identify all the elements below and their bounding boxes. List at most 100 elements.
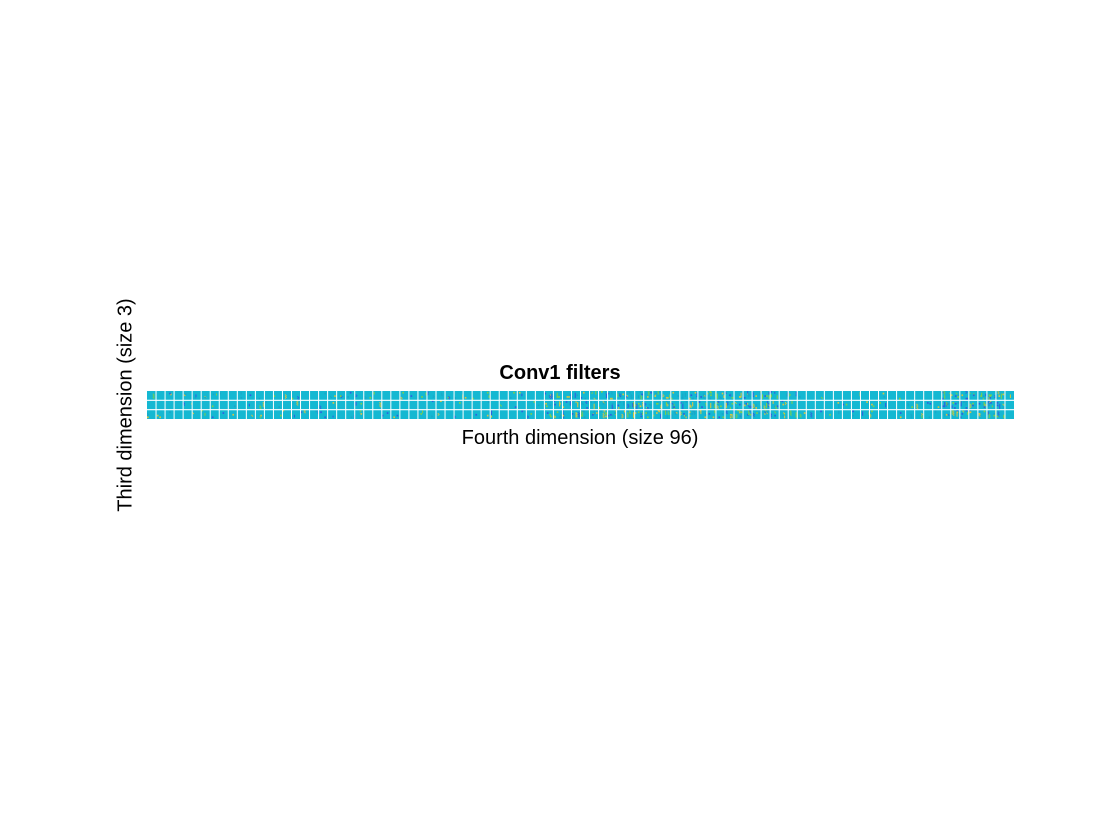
filter-pixel bbox=[723, 395, 725, 397]
filter-pixel bbox=[774, 414, 776, 417]
filter-tile bbox=[838, 409, 840, 415]
filter-tile bbox=[871, 403, 875, 408]
filter-pixel bbox=[885, 402, 887, 404]
filter-pixel bbox=[684, 394, 686, 396]
filter-pixel bbox=[319, 407, 321, 409]
filter-pixel bbox=[791, 402, 793, 404]
filter-pixel bbox=[948, 414, 950, 416]
filter-pixel bbox=[988, 415, 990, 417]
filter-tile bbox=[907, 402, 914, 408]
filter-pixel bbox=[729, 407, 731, 409]
filter-pixel bbox=[556, 394, 558, 396]
filter-pixel bbox=[658, 391, 661, 393]
filter-pixel bbox=[629, 413, 631, 415]
filter-pixel bbox=[530, 413, 533, 415]
filter-pixel bbox=[683, 413, 685, 415]
filter-pixel bbox=[736, 407, 739, 409]
filter-pixel bbox=[449, 398, 451, 400]
filter-pixel bbox=[779, 402, 781, 404]
filter-pixel bbox=[595, 391, 597, 393]
filter-pixel bbox=[705, 404, 707, 406]
filter-pixel bbox=[710, 402, 712, 404]
filter-pixel bbox=[756, 412, 758, 414]
y-axis-label: Third dimension (size 3) bbox=[114, 298, 137, 512]
filter-pixel bbox=[332, 402, 335, 404]
filter-pixel bbox=[633, 402, 635, 404]
filter-pixel bbox=[183, 403, 185, 405]
filter-pixel bbox=[740, 411, 743, 414]
filter-pixel bbox=[650, 391, 652, 394]
filter-pixel bbox=[355, 404, 357, 406]
filter-pixel bbox=[527, 417, 529, 419]
filter-pixel bbox=[297, 401, 299, 403]
filter-pixel bbox=[705, 402, 707, 404]
filter-tile bbox=[571, 409, 580, 419]
filter-tile bbox=[431, 400, 434, 403]
filter-pixel bbox=[755, 395, 758, 397]
filter-pixel bbox=[998, 391, 1000, 393]
filter-pixel bbox=[710, 404, 712, 406]
filter-pixel bbox=[642, 402, 644, 404]
filter-pixel bbox=[566, 396, 569, 398]
filter-pixel bbox=[232, 413, 235, 416]
filter-pixel bbox=[604, 402, 606, 404]
filter-pixel bbox=[360, 402, 363, 405]
filter-pixel bbox=[549, 404, 551, 407]
filter-pixel bbox=[665, 402, 667, 404]
filter-pixel bbox=[611, 407, 613, 409]
filter-tile bbox=[652, 409, 662, 419]
filter-pixel bbox=[365, 398, 367, 400]
filter-pixel bbox=[585, 402, 587, 404]
filter-pixel bbox=[774, 406, 776, 408]
filter-pixel bbox=[999, 405, 1001, 407]
filter-pixel bbox=[694, 413, 696, 415]
filter-pixel bbox=[673, 404, 675, 406]
filter-pixel bbox=[999, 406, 1001, 408]
filter-pixel bbox=[620, 395, 622, 397]
filter-pixel bbox=[972, 402, 974, 405]
filter-pixel bbox=[355, 402, 357, 404]
filter-pixel bbox=[249, 394, 252, 397]
filter-pixel bbox=[784, 403, 786, 405]
filter-pixel bbox=[770, 416, 772, 418]
filter-pixel bbox=[475, 413, 478, 416]
filter-pixel bbox=[640, 398, 642, 400]
filter-pixel bbox=[970, 404, 972, 406]
filter-pixel bbox=[917, 404, 919, 406]
filter-pixel bbox=[666, 415, 668, 417]
filter-pixel bbox=[582, 402, 584, 404]
filter-pixel bbox=[627, 414, 629, 416]
filter-pixel bbox=[293, 416, 295, 418]
filter-pixel bbox=[514, 406, 517, 408]
filter-pixel bbox=[784, 416, 786, 418]
filter-pixel bbox=[790, 413, 792, 415]
filter-pixel bbox=[628, 406, 630, 408]
filter-pixel bbox=[714, 406, 716, 408]
filter-pixel bbox=[667, 402, 669, 404]
filter-pixel bbox=[689, 405, 691, 407]
filter-pixel bbox=[752, 392, 754, 394]
filter-pixel bbox=[284, 396, 286, 398]
filter-tile bbox=[789, 410, 797, 418]
filter-pixel bbox=[965, 402, 967, 404]
filter-pixel bbox=[962, 410, 964, 412]
filter-pixel bbox=[396, 414, 399, 417]
filter-pixel bbox=[355, 394, 357, 396]
filter-pixel bbox=[921, 417, 923, 419]
filter-pixel bbox=[766, 411, 768, 413]
filter-pixel bbox=[951, 413, 953, 415]
filter-pixel bbox=[800, 416, 802, 418]
filter-tile bbox=[527, 413, 533, 419]
filter-pixel bbox=[987, 412, 989, 414]
filter-pixel bbox=[770, 396, 772, 398]
filter-pixel bbox=[611, 407, 613, 410]
filter-pixel bbox=[183, 402, 185, 404]
filter-pixel bbox=[988, 394, 991, 397]
filter-pixel bbox=[611, 398, 613, 400]
filter-pixel bbox=[993, 413, 996, 415]
filter-tile bbox=[590, 391, 597, 400]
filter-pixel bbox=[660, 413, 662, 415]
filter-pixel bbox=[989, 416, 991, 418]
filter-pixel bbox=[454, 416, 456, 418]
filter-pixel bbox=[669, 396, 671, 398]
